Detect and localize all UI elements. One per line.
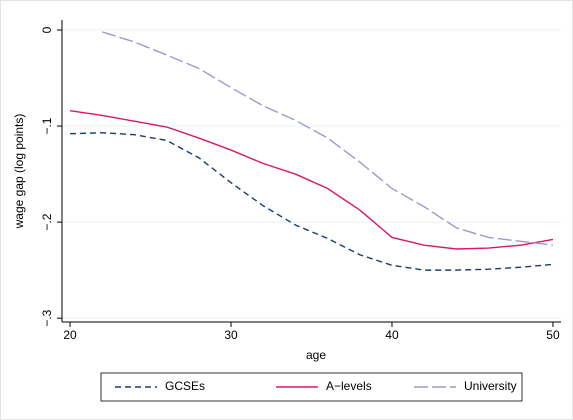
x-tick-label: 50 (546, 328, 560, 342)
y-tick-label: −.3 (40, 309, 54, 326)
line-series (70, 132, 554, 271)
legend-label: A−levels (326, 379, 372, 393)
line-series (69, 109, 554, 250)
y-tick-label: −.2 (40, 213, 54, 230)
y-tick-label: 0 (40, 26, 54, 33)
x-tick-label: 30 (224, 328, 238, 342)
legend-label: University (464, 379, 517, 393)
legend-label: GCSEs (165, 379, 205, 393)
y-axis-label: wage gap (log points) (12, 114, 26, 230)
y-tick-label: −.1 (40, 117, 54, 134)
x-axis-label: age (306, 348, 326, 362)
x-tick-label: 20 (63, 328, 77, 342)
line-series (102, 31, 554, 246)
x-tick-label: 40 (385, 328, 399, 342)
